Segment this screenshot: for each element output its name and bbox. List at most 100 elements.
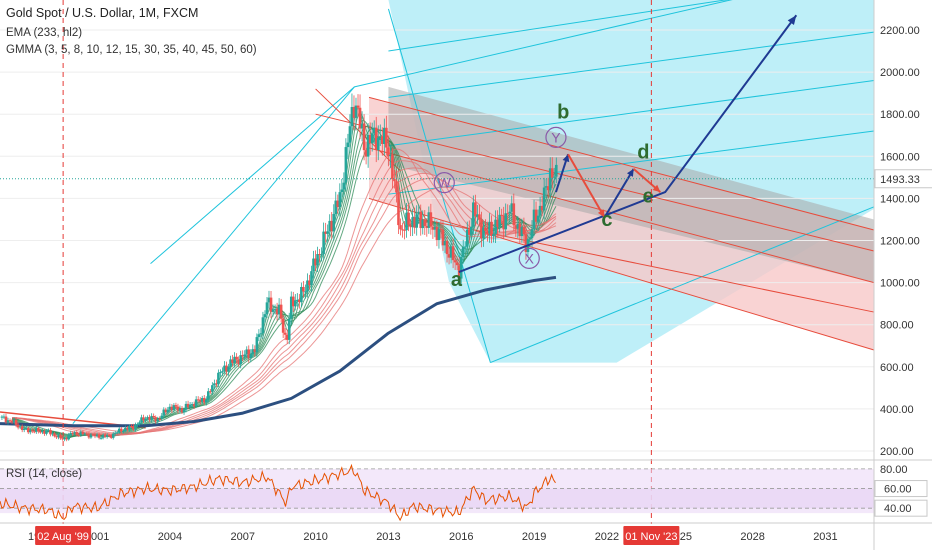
circle-label-W: W — [438, 175, 452, 191]
candle-body — [322, 231, 325, 255]
circle-marker-X — [518, 247, 540, 269]
candle-body — [239, 355, 242, 365]
candle-body — [101, 434, 105, 438]
blue-fork-line-3 — [388, 31, 875, 98]
time-tick-label: 2022 — [595, 531, 619, 543]
candle-body — [207, 391, 210, 400]
candle-body — [275, 308, 279, 315]
candle-body — [376, 137, 380, 151]
candle-body — [528, 238, 532, 240]
candle-body — [249, 353, 253, 359]
candle-body — [496, 219, 499, 227]
candle-body — [162, 409, 166, 416]
candle-body — [516, 223, 520, 229]
rsi-legend[interactable]: RSI (14, close) — [6, 468, 83, 480]
candle-body — [164, 409, 168, 413]
price-tick-label: 2000.00 — [880, 67, 920, 79]
red-fork-line-0 — [368, 96, 875, 231]
candle-body — [117, 428, 121, 433]
candle-body — [2, 416, 6, 418]
candle-body — [316, 254, 319, 266]
candle-body — [508, 211, 512, 214]
candle-body — [41, 431, 44, 433]
candle-body — [350, 106, 354, 127]
price-tick-label: 800.00 — [880, 320, 914, 332]
candle-body — [35, 428, 38, 432]
candle-body — [134, 424, 137, 430]
candle-body — [87, 433, 91, 438]
gmma-line-9 — [12, 172, 557, 435]
wave-label-a: a — [451, 269, 463, 291]
candle-body — [427, 212, 431, 228]
candle-body — [176, 406, 180, 411]
candle-body — [461, 246, 465, 258]
ema-legend[interactable]: EMA (233, hl2) — [6, 27, 83, 39]
candle-body — [403, 229, 406, 231]
candle-body — [492, 234, 495, 236]
candle-body — [360, 123, 364, 129]
candle-body — [166, 409, 170, 413]
candle-body — [447, 254, 451, 258]
zigzag-leg-2 — [567, 153, 606, 218]
candle-body — [302, 286, 305, 292]
price-tick-label: 1600.00 — [880, 151, 920, 163]
candle-body — [113, 432, 117, 434]
candle-body — [43, 431, 46, 434]
gmma-line-10 — [12, 177, 557, 435]
candle-body — [47, 430, 50, 432]
candle-body — [190, 404, 194, 406]
candle-body — [285, 334, 289, 340]
candle-body — [160, 415, 164, 419]
candle-body — [225, 365, 228, 372]
candle-body — [126, 427, 129, 430]
candle-body — [204, 399, 208, 403]
candle-body — [111, 433, 115, 438]
candle-body — [170, 406, 174, 411]
candle-body — [330, 220, 334, 232]
current-price-box — [874, 169, 932, 189]
candle-body — [91, 434, 95, 436]
date-marker-label-1: 01 Nov '23 — [625, 531, 677, 543]
candle-body — [156, 418, 160, 422]
gmma-legend[interactable]: GMMA (3, 5, 8, 10, 12, 15, 30, 35, 40, 4… — [6, 44, 257, 56]
candle-body — [374, 127, 378, 151]
candle-body — [389, 154, 392, 157]
candle-body — [33, 431, 36, 433]
candle-body — [148, 417, 151, 420]
wave-annotations: a b c d e W Y X — [0, 0, 874, 524]
grey-channel-zone — [388, 86, 874, 283]
candle-body — [253, 349, 257, 353]
candle-body — [140, 417, 143, 423]
rsi-level-box — [874, 480, 928, 498]
candle-body — [488, 221, 491, 234]
candle-body — [312, 258, 315, 272]
candle-body — [69, 432, 73, 435]
candle-body — [538, 205, 542, 216]
candle-body — [20, 426, 24, 431]
zigzag-arrowhead-3 — [626, 168, 634, 177]
candle-body — [269, 297, 273, 312]
candle-body — [500, 214, 503, 216]
candle-body — [107, 435, 111, 437]
date-marker-label-0: 02 Aug '99 — [37, 531, 89, 543]
candle-body — [130, 426, 133, 428]
circle-label-Y: Y — [551, 129, 561, 145]
candle-body — [455, 262, 459, 266]
candle-body — [318, 254, 321, 256]
candle-body — [358, 107, 362, 129]
candle-body — [168, 406, 172, 410]
candle-body — [227, 366, 230, 372]
price-tick-label: 1400.00 — [880, 193, 920, 205]
candle-body — [445, 241, 449, 255]
candle-body — [314, 258, 317, 266]
candle-body — [209, 391, 212, 393]
candle-body — [522, 226, 526, 235]
candle-body — [79, 431, 83, 436]
candle-body — [287, 318, 291, 340]
candle-body — [213, 383, 216, 386]
zigzag-arrowhead-2 — [597, 209, 605, 218]
candle-body — [53, 433, 56, 437]
candle-body — [429, 212, 433, 227]
candle-body — [105, 435, 109, 437]
